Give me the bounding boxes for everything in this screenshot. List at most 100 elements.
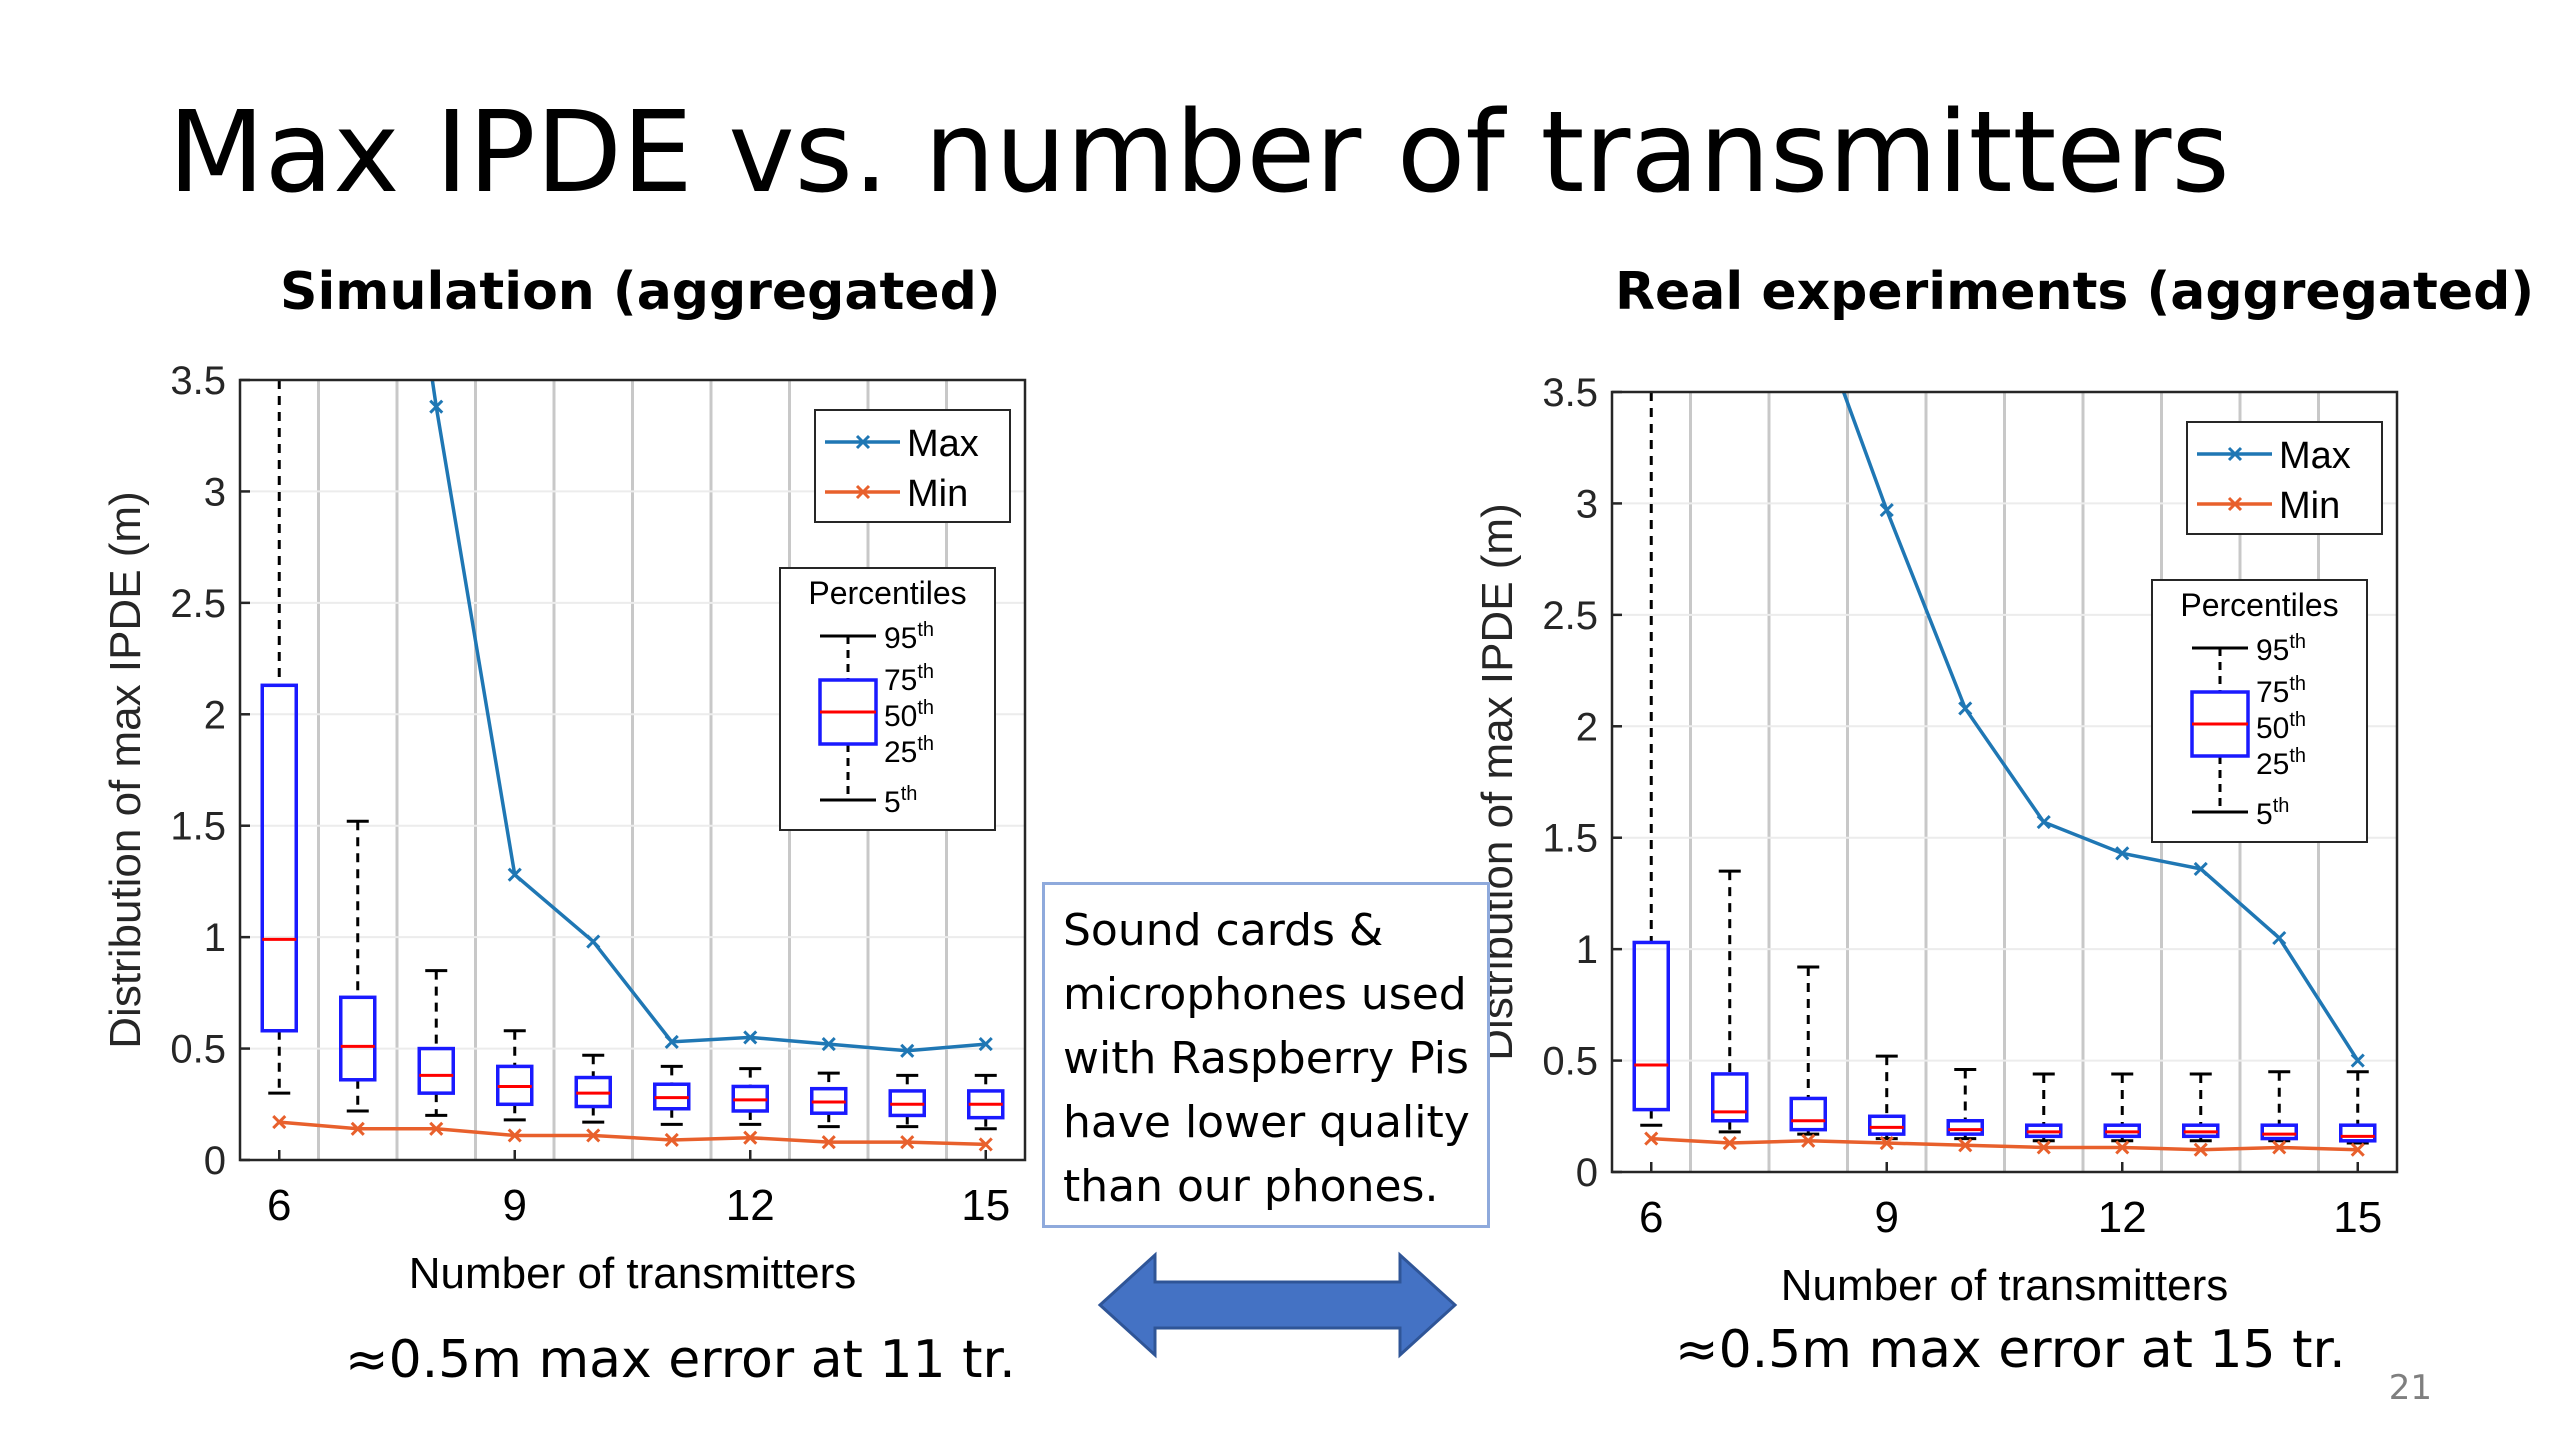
percentile-label: 95th: [884, 619, 934, 655]
x-tick-label: 15: [2333, 1193, 2382, 1242]
legend-marker: [2227, 496, 2243, 512]
legend-label: Max: [2279, 435, 2351, 477]
x-tick-label: 6: [267, 1181, 291, 1230]
box-x10: [574, 1053, 612, 1124]
max-point: [1879, 503, 1894, 518]
min-point: [821, 1135, 836, 1150]
max-point: [978, 1037, 993, 1052]
max-point: [2115, 846, 2130, 861]
min-point: [2036, 1140, 2051, 1155]
min-point: [1879, 1135, 1894, 1151]
box-x6: [1632, 392, 1670, 1127]
min-point: [2350, 1142, 2365, 1157]
y-tick-label: 0.5: [1542, 1040, 1598, 1084]
iqr-box: [260, 683, 298, 1033]
axes-frame: [238, 378, 1027, 1162]
max-point: [2272, 930, 2287, 946]
x-tick-label: 15: [961, 1181, 1010, 1230]
max-point: [429, 399, 444, 414]
max-point: [2036, 815, 2051, 830]
min-point: [2272, 1140, 2287, 1155]
x-tick-label: 6: [1639, 1193, 1663, 1242]
iqr-box: [2339, 1123, 2377, 1143]
max-point: [664, 1034, 679, 1049]
max-point: [821, 1037, 836, 1052]
percentile-key-title: Percentiles: [2180, 587, 2338, 623]
percentile-label: 25th: [2256, 745, 2306, 781]
y-tick-label: 1.5: [170, 805, 226, 849]
left-caption: ≈0.5m max error at 11 tr.: [345, 1330, 1016, 1390]
percentile-label: 5th: [2256, 795, 2289, 831]
min-point: [1958, 1138, 1973, 1153]
right-caption: ≈0.5m max error at 15 tr.: [1675, 1320, 2346, 1380]
y-tick-label: 0.5: [170, 1028, 226, 1072]
axes-frame: [1610, 390, 2399, 1174]
y-tick-label: 2: [1576, 705, 1598, 749]
legend-label: Min: [907, 473, 968, 515]
iqr-box: [417, 1046, 455, 1095]
y-tick-label: 1: [204, 916, 226, 960]
box-x10: [1946, 1067, 1984, 1141]
min-point: [2115, 1140, 2130, 1155]
percentile-label: 50th: [2256, 709, 2306, 745]
min-series-line: [279, 1120, 986, 1147]
note-text: Sound cards & microphones used with Rasp…: [1063, 905, 1470, 1212]
box-x8: [1789, 965, 1827, 1136]
min-point: [507, 1128, 522, 1143]
left-panel-title: Simulation (aggregated): [280, 262, 1001, 322]
box-x6: [260, 380, 298, 1095]
box-x9: [496, 1029, 534, 1122]
box-x8: [417, 969, 455, 1117]
y-tick-label: 3.5: [1542, 372, 1598, 415]
iqr-box: [1711, 1072, 1749, 1123]
percentile-label: 95th: [2256, 631, 2306, 667]
box-x15: [2339, 1070, 2377, 1145]
min-point: [978, 1137, 993, 1152]
box-x7: [339, 819, 377, 1113]
min-point: [272, 1115, 287, 1130]
iqr-box: [1632, 940, 1670, 1112]
y-tick-label: 3: [204, 470, 226, 514]
x-axis-label: Number of transmitters: [409, 1249, 856, 1298]
min-point: [664, 1132, 679, 1148]
min-point: [1644, 1131, 1659, 1146]
legend-label: Max: [907, 423, 979, 465]
percentile-label: 25th: [884, 733, 934, 769]
slide-title: Max IPDE vs. number of transmitters: [168, 88, 2230, 218]
y-tick-label: 3.5: [170, 360, 226, 403]
iqr-box: [2260, 1123, 2298, 1141]
min-point: [743, 1130, 758, 1145]
min-point: [586, 1128, 601, 1143]
legend-marker: [855, 434, 871, 450]
box-x12: [2103, 1072, 2141, 1143]
legend-marker: [2227, 446, 2243, 462]
box-x14: [888, 1073, 926, 1129]
percentile-label: 75th: [2256, 673, 2306, 709]
max-point: [1958, 701, 1973, 716]
iqr-box: [1789, 1096, 1827, 1132]
box-x9: [1868, 1054, 1906, 1141]
box-x13: [810, 1071, 848, 1129]
double-arrow-icon: [1097, 1251, 1458, 1359]
x-tick-label: 12: [726, 1181, 775, 1230]
box-x14: [2260, 1070, 2298, 1143]
y-tick-label: 1: [1576, 928, 1598, 972]
y-tick-label: 2: [204, 693, 226, 737]
y-tick-label: 2.5: [1542, 594, 1598, 638]
legend-label: Min: [2279, 485, 2340, 527]
percentile-label: 5th: [884, 783, 917, 819]
min-point: [350, 1121, 365, 1136]
iqr-box: [339, 995, 377, 1082]
percentile-key-title: Percentiles: [808, 575, 966, 611]
right-panel-title: Real experiments (aggregated): [1615, 262, 2535, 322]
box-x7: [1711, 869, 1749, 1134]
percentile-key-box: [2151, 579, 2368, 843]
iqr-box: [1946, 1118, 1984, 1136]
x-axis-label: Number of transmitters: [1781, 1261, 2228, 1310]
max-series-line: [1841, 391, 2360, 1062]
max-point: [2193, 861, 2208, 876]
x-tick-label: 9: [503, 1181, 527, 1230]
legend-box: [2186, 421, 2383, 535]
min-series-line: [1651, 1136, 2358, 1152]
